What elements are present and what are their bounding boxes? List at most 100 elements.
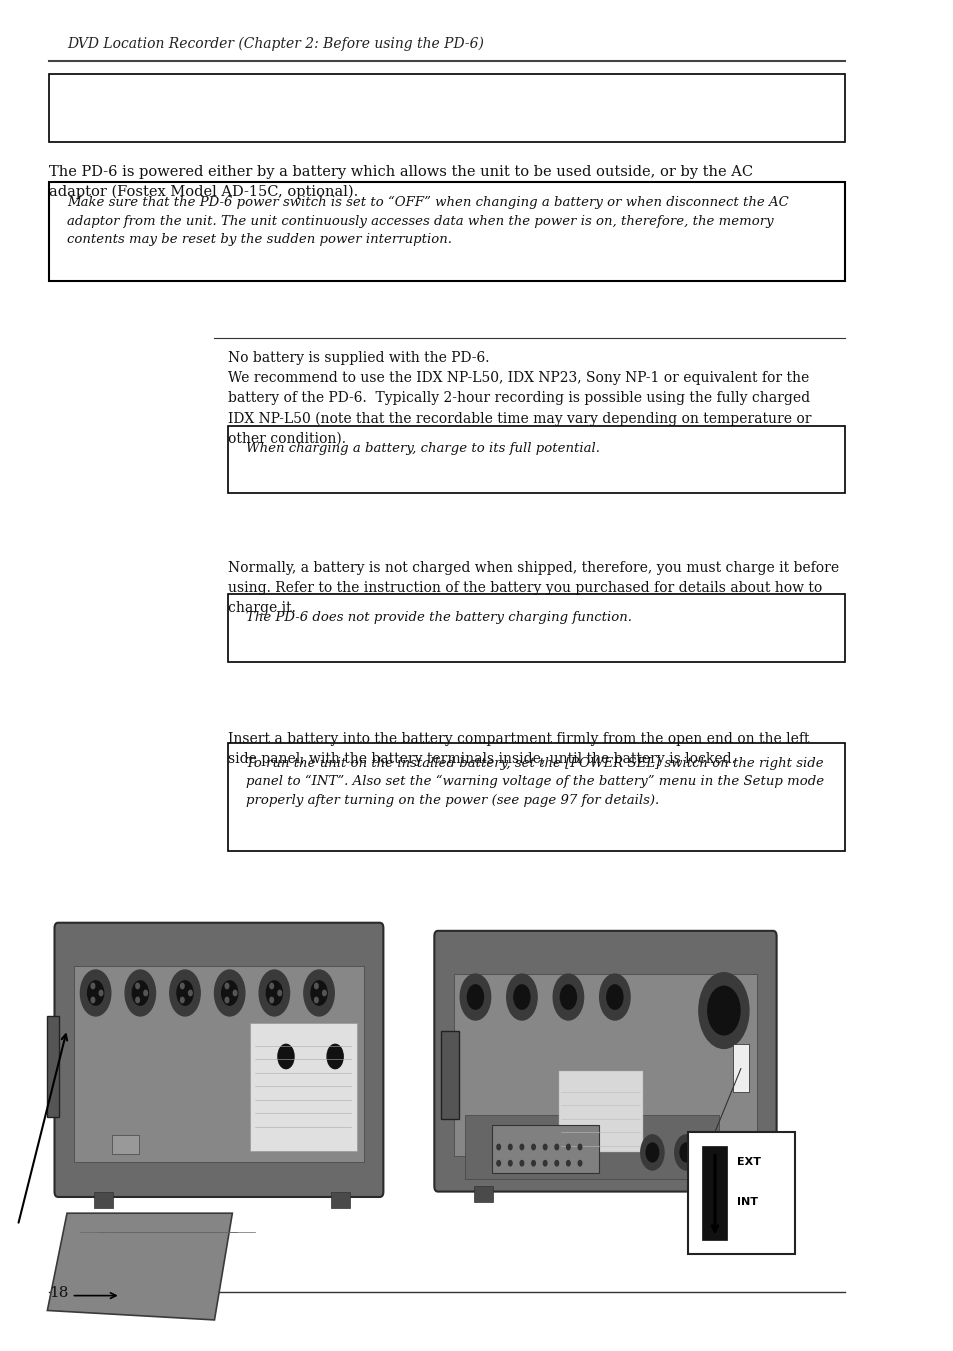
Circle shape <box>221 981 237 1005</box>
Text: The PD-6 does not provide the battery charging function.: The PD-6 does not provide the battery ch… <box>246 611 631 624</box>
Text: INT: INT <box>737 1197 758 1208</box>
Bar <box>464 1115 719 1179</box>
Circle shape <box>270 997 274 1002</box>
Circle shape <box>467 985 483 1009</box>
Circle shape <box>645 1143 658 1162</box>
Circle shape <box>514 985 530 1009</box>
FancyBboxPatch shape <box>434 931 776 1192</box>
Circle shape <box>566 1161 570 1166</box>
Circle shape <box>304 970 334 1016</box>
Bar <box>228 594 843 662</box>
Circle shape <box>459 974 490 1020</box>
Circle shape <box>508 1161 512 1166</box>
Bar <box>331 1192 350 1208</box>
Text: DVD Location Recorder (Chapter 2: Before using the PD-6): DVD Location Recorder (Chapter 2: Before… <box>67 36 483 51</box>
Circle shape <box>640 1135 663 1170</box>
Circle shape <box>543 1144 546 1150</box>
Bar <box>228 426 843 493</box>
Circle shape <box>531 1161 535 1166</box>
FancyBboxPatch shape <box>54 923 383 1197</box>
Circle shape <box>497 1161 500 1166</box>
Text: Insert a battery into the battery compartment firmly from the open end on the le: Insert a battery into the battery compar… <box>228 732 808 766</box>
Circle shape <box>707 986 740 1035</box>
Text: When charging a battery, charge to its full potential.: When charging a battery, charge to its f… <box>246 442 599 455</box>
Bar <box>50 74 843 142</box>
Circle shape <box>80 970 111 1016</box>
Circle shape <box>144 990 148 996</box>
Circle shape <box>674 1135 698 1170</box>
Bar <box>112 1135 138 1154</box>
Circle shape <box>180 997 184 1002</box>
Circle shape <box>508 1144 512 1150</box>
Circle shape <box>543 1161 546 1166</box>
Bar <box>228 743 843 851</box>
Bar <box>687 1132 795 1254</box>
Circle shape <box>214 970 245 1016</box>
Bar <box>723 1186 742 1202</box>
Circle shape <box>566 1144 570 1150</box>
Text: 18: 18 <box>50 1286 69 1300</box>
Circle shape <box>170 970 200 1016</box>
Bar <box>732 1044 748 1092</box>
Circle shape <box>277 990 281 996</box>
Circle shape <box>88 981 104 1005</box>
Circle shape <box>578 1161 581 1166</box>
Circle shape <box>225 984 229 989</box>
Bar <box>701 1146 727 1240</box>
Circle shape <box>559 985 576 1009</box>
Circle shape <box>679 1143 692 1162</box>
Bar <box>50 182 843 281</box>
Circle shape <box>322 990 326 996</box>
Circle shape <box>176 981 193 1005</box>
Circle shape <box>189 990 192 996</box>
Bar <box>250 1023 357 1151</box>
Circle shape <box>259 970 290 1016</box>
Circle shape <box>311 981 327 1005</box>
Circle shape <box>277 1044 294 1069</box>
Polygon shape <box>48 1213 233 1320</box>
Circle shape <box>327 1044 343 1069</box>
Circle shape <box>599 974 629 1020</box>
Bar <box>48 1016 59 1117</box>
Circle shape <box>225 997 229 1002</box>
Circle shape <box>233 990 236 996</box>
Circle shape <box>531 1144 535 1150</box>
Circle shape <box>578 1144 581 1150</box>
Bar <box>454 974 756 1156</box>
Circle shape <box>180 984 184 989</box>
Circle shape <box>125 970 155 1016</box>
Circle shape <box>519 1144 523 1150</box>
Circle shape <box>519 1161 523 1166</box>
Bar <box>558 1071 642 1152</box>
Circle shape <box>555 1144 558 1150</box>
Circle shape <box>699 973 748 1048</box>
Circle shape <box>91 984 94 989</box>
Text: Make sure that the PD-6 power switch is set to “OFF” when changing a battery or : Make sure that the PD-6 power switch is … <box>67 196 788 246</box>
Text: To run the unit on the installed battery, set the [POWER SEL] switch on the righ: To run the unit on the installed battery… <box>246 757 823 807</box>
Circle shape <box>135 984 139 989</box>
Text: Normally, a battery is not charged when shipped, therefore, you must charge it b: Normally, a battery is not charged when … <box>228 561 838 615</box>
Circle shape <box>606 985 622 1009</box>
Circle shape <box>135 997 139 1002</box>
Circle shape <box>320 1035 349 1078</box>
Circle shape <box>497 1144 500 1150</box>
Bar <box>473 1186 493 1202</box>
Bar <box>74 966 363 1162</box>
Circle shape <box>314 984 317 989</box>
Circle shape <box>314 997 317 1002</box>
Circle shape <box>553 974 583 1020</box>
Circle shape <box>272 1035 300 1078</box>
Bar <box>491 1125 598 1173</box>
Text: No battery is supplied with the PD-6.
We recommend to use the IDX NP-L50, IDX NP: No battery is supplied with the PD-6. We… <box>228 351 811 446</box>
Text: EXT: EXT <box>737 1156 760 1167</box>
Circle shape <box>270 984 274 989</box>
Bar <box>93 1192 113 1208</box>
Bar <box>441 1031 459 1119</box>
Circle shape <box>91 997 94 1002</box>
Circle shape <box>506 974 537 1020</box>
Circle shape <box>99 990 103 996</box>
Text: The PD-6 is powered either by a battery which allows the unit to be used outside: The PD-6 is powered either by a battery … <box>50 165 753 199</box>
Circle shape <box>555 1161 558 1166</box>
Circle shape <box>266 981 282 1005</box>
Circle shape <box>132 981 149 1005</box>
